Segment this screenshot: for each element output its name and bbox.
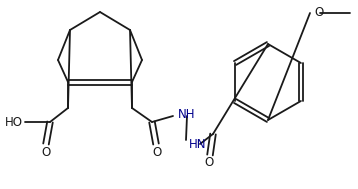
Text: HN: HN xyxy=(189,138,207,150)
Text: O: O xyxy=(204,156,214,170)
Text: HO: HO xyxy=(5,115,23,129)
Text: O: O xyxy=(42,146,50,159)
Text: O: O xyxy=(314,6,323,19)
Text: NH: NH xyxy=(178,108,195,121)
Text: O: O xyxy=(153,146,161,159)
